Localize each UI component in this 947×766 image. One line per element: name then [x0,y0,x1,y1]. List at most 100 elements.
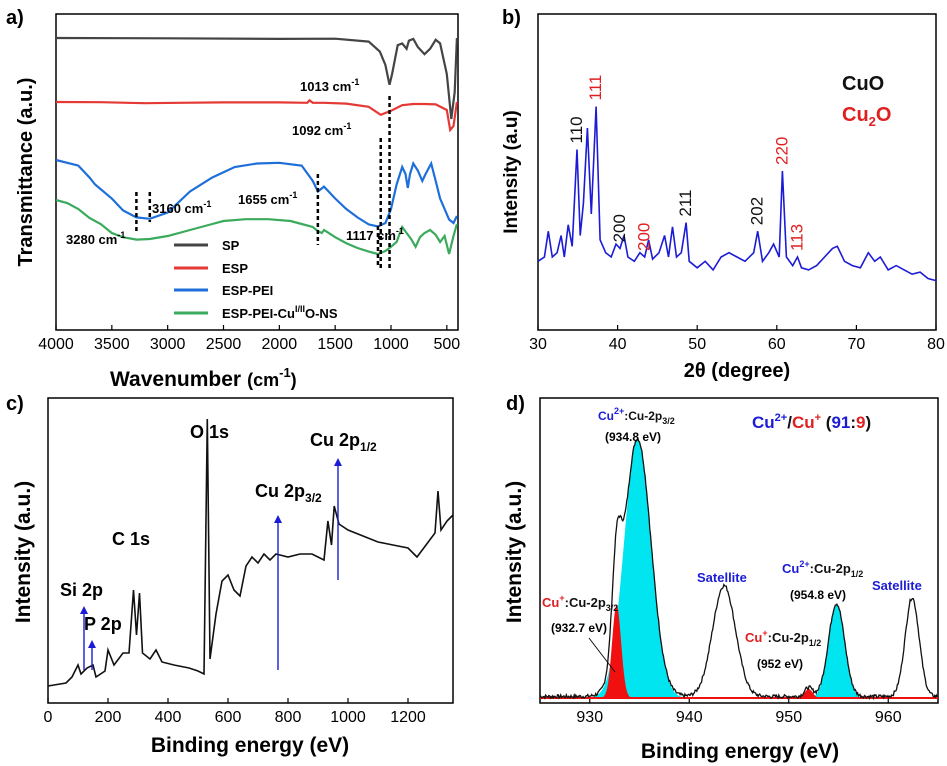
panel-c-ylabel: Intensity (a.u.) [12,481,35,623]
envelope-line [539,437,938,701]
peak-label-211: 211 [676,189,695,216]
legend-label-esp-pei-cu: ESP-PEI-CuI/IIO-NS [222,304,338,321]
panel-a-ftir: a) 4000 3500 3000 2500 2000 1500 1000 500 1013 … [6,7,460,391]
peak-label-111: 111 [586,75,605,101]
series-line-esp [55,98,458,133]
panel-a-x-tick-label: 500 [433,336,460,353]
panel-b-series [537,106,937,282]
panel-b-xlabel: 2θ (degree) [684,360,790,382]
panel-d-x-ticks: 930 940 950 960 [576,698,902,726]
legend-label-esp: ESP [222,261,248,276]
peak-label-si-2p: Si 2p [60,580,103,600]
panel-label-c: c) [6,393,24,415]
peak-label-202: 202 [748,197,767,225]
panel-c-frame [47,397,454,704]
panel-b-x-tick-label: 80 [927,336,945,353]
survey-spectrum-line [47,418,454,687]
panel-d-frame [539,397,939,704]
peak-arrow-head [274,515,282,523]
panel-d-x-tick-label: 930 [576,709,603,726]
peak-label-220: 220 [772,137,791,165]
component-fill-3 [792,689,825,698]
panel-b-x-tick-label: 30 [529,336,547,353]
panel-d-cu2p: d) 930 940 950 960 Cu2+/Cu+ (91:9) Cu2+:Cu-… [503,393,939,763]
peak-label-c-1s: C 1s [112,529,150,549]
annotation-cu1-2p32: Cu+:Cu-2p3/2 [542,593,618,613]
panel-b-x-tick-label: 40 [609,336,627,353]
peak-label-p-2p: P 2p [84,614,122,634]
panel-d-envelope [539,437,938,701]
panel-a-x-tick-label: 2000 [262,336,298,353]
satellite-label-2: Satellite [872,578,922,593]
component-fill-2 [804,605,869,698]
panel-a-series [55,36,458,256]
panel-d-x-tick-label: 960 [875,709,902,726]
panel-b-x-tick-label: 50 [688,336,706,353]
panel-c-x-tick-label: 200 [95,709,122,726]
series-line-esp-pei [55,158,458,228]
peak-arrow-head [80,606,88,614]
panel-d-x-tick-label: 950 [775,709,802,726]
panel-c-x-tick-label: 1200 [390,709,426,726]
panel-c-x-ticks: 0 200 400 600 800 1000 1200 [44,698,426,726]
panel-c-series [47,418,454,687]
peak-label-o-1s: O 1s [190,422,229,442]
legend-cuo: CuO [842,73,884,95]
panel-c-survey: c) 0 200 400 600 800 1000 1200 O 1s C 1s Si 2p P … [6,393,454,757]
panel-a-x-tick-label: 2500 [206,336,242,353]
series-line-esp-pei-cu-o-ns [55,198,458,256]
annotation-1655: 1655 cm-1 [238,190,297,207]
annotation-1013: 1013 cm-1 [300,77,359,94]
panel-c-x-tick-label: 0 [44,709,53,726]
peak-arrow-head [88,640,96,648]
panel-label-d: d) [506,393,525,415]
legend-cu2o: Cu2O [842,104,891,129]
panel-b-x-ticks: 30 40 50 60 70 80 [529,325,945,353]
peak-label-200: 200 [610,214,629,242]
panel-a-frame [55,13,459,331]
panel-b-ylabel: Intensity (a.u) [501,110,522,234]
panel-c-xlabel: Binding energy (eV) [151,734,349,757]
panel-d-ylabel: Intensity (a.u.) [503,481,526,623]
xrd-pattern-line [537,106,937,282]
panel-d-x-tick-label: 940 [676,709,703,726]
panel-b-frame [537,13,937,331]
peak-label-cu-2p3-2: Cu 2p3/2 [255,481,322,505]
panel-b-x-tick-label: 70 [848,336,866,353]
annotation-cu1-2p12-value: (952 eV) [757,657,803,671]
panel-a-ylabel: Transmittance (a.u.) [15,78,37,267]
panel-c-x-tick-label: 1000 [330,709,366,726]
peak-label-cu-2p1-2: Cu 2p1/2 [310,430,377,454]
annotation-cu2-2p32: Cu2+:Cu-2p3/2 [598,406,675,426]
panel-a-x-tick-label: 1500 [317,336,353,353]
panel-c-peak-labels: O 1s C 1s Si 2p P 2p Cu 2p3/2 Cu 2p1/2 [60,422,377,670]
annotation-1092: 1092 cm-1 [292,121,351,138]
panel-a-x-tick-label: 3500 [94,336,130,353]
peak-arrow-head [334,458,342,466]
annotation-3160: 3160 cm-1 [152,199,211,216]
legend-label-esp-pei: ESP-PEI [222,283,273,298]
panel-a-xlabel: Wavenumber (cm-1) [110,365,297,391]
panel-a-dashed-markers [135,96,391,270]
annotation-1117: 1117 cm-1 [346,226,404,243]
series-line-sp [55,36,458,120]
satellite-label-1: Satellite [697,570,747,585]
panel-a-x-tick-label: 4000 [38,336,74,353]
annotation-cu1-2p12: Cu+:Cu-2p1/2 [745,628,821,648]
annotation-3280: 3280 cm-1 [66,230,125,247]
annotation-cu2-2p32-value: (934.8 eV) [605,430,661,444]
legend-label-sp: SP [222,238,240,253]
panel-b-x-tick-label: 60 [768,336,786,353]
panel-d-components [540,440,938,699]
panel-c-x-tick-label: 600 [215,709,242,726]
annotation-cu1-2p32-leader [588,637,616,673]
panel-b-legend: CuO Cu2O [842,73,891,129]
panel-c-x-tick-label: 400 [155,709,182,726]
annotation-cu2-2p12: Cu2+:Cu-2p1/2 [782,559,863,579]
panel-a-legend: SP ESP ESP-PEI ESP-PEI-CuI/IIO-NS [174,238,338,321]
component-fill-0 [583,440,692,698]
panel-d-xlabel: Binding energy (eV) [641,740,839,763]
